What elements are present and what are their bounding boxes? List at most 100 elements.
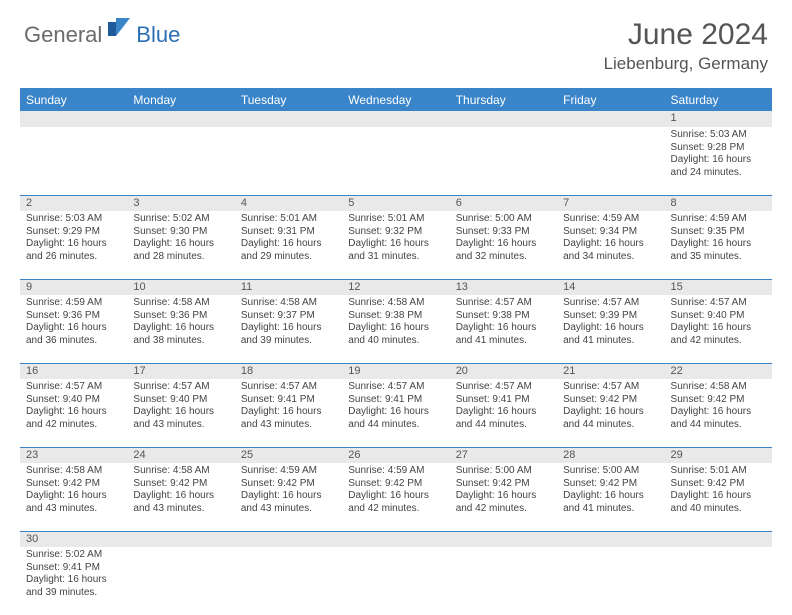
logo-text-blue: Blue [136, 22, 180, 48]
sunset-line: Sunset: 9:33 PM [456, 226, 551, 239]
day-number-cell: 26 [342, 447, 449, 463]
daylight-line: Daylight: 16 hours and 43 minutes. [133, 406, 228, 431]
sunrise-line: Sunrise: 5:01 AM [671, 465, 766, 478]
daynum-row: 9101112131415 [20, 279, 772, 295]
sunrise-line: Sunrise: 4:57 AM [671, 297, 766, 310]
day-cell: Sunrise: 4:57 AMSunset: 9:38 PMDaylight:… [450, 295, 557, 363]
day-number-cell: 10 [127, 279, 234, 295]
day-cell: Sunrise: 5:00 AMSunset: 9:33 PMDaylight:… [450, 211, 557, 279]
daynum-row: 30 [20, 531, 772, 547]
week-row: Sunrise: 5:03 AMSunset: 9:28 PMDaylight:… [20, 127, 772, 195]
day-cell: Sunrise: 4:58 AMSunset: 9:42 PMDaylight:… [20, 463, 127, 531]
daylight-line: Daylight: 16 hours and 40 minutes. [671, 490, 766, 515]
day-number-cell: 21 [557, 363, 664, 379]
daylight-line: Daylight: 16 hours and 36 minutes. [26, 322, 121, 347]
daylight-line: Daylight: 16 hours and 44 minutes. [671, 406, 766, 431]
day-cell [450, 127, 557, 195]
day-cell: Sunrise: 4:59 AMSunset: 9:35 PMDaylight:… [665, 211, 772, 279]
logo-text-general: General [24, 22, 102, 48]
daylight-line: Daylight: 16 hours and 31 minutes. [348, 238, 443, 263]
day-cell: Sunrise: 5:00 AMSunset: 9:42 PMDaylight:… [557, 463, 664, 531]
daylight-line: Daylight: 16 hours and 41 minutes. [456, 322, 551, 347]
day-number-cell: 13 [450, 279, 557, 295]
day-cell: Sunrise: 5:02 AMSunset: 9:30 PMDaylight:… [127, 211, 234, 279]
daylight-line: Daylight: 16 hours and 26 minutes. [26, 238, 121, 263]
day-cell: Sunrise: 4:58 AMSunset: 9:42 PMDaylight:… [127, 463, 234, 531]
day-number-cell [20, 111, 127, 127]
day-number-cell: 3 [127, 195, 234, 211]
day-number-cell: 28 [557, 447, 664, 463]
day-number-cell: 4 [235, 195, 342, 211]
day-cell: Sunrise: 4:57 AMSunset: 9:41 PMDaylight:… [235, 379, 342, 447]
sunset-line: Sunset: 9:42 PM [671, 478, 766, 491]
daylight-line: Daylight: 16 hours and 28 minutes. [133, 238, 228, 263]
sunset-line: Sunset: 9:32 PM [348, 226, 443, 239]
day-cell: Sunrise: 4:58 AMSunset: 9:36 PMDaylight:… [127, 295, 234, 363]
daynum-row: 16171819202122 [20, 363, 772, 379]
day-number-cell: 19 [342, 363, 449, 379]
sunset-line: Sunset: 9:36 PM [133, 310, 228, 323]
sunrise-line: Sunrise: 5:02 AM [26, 549, 121, 562]
daylight-line: Daylight: 16 hours and 43 minutes. [241, 490, 336, 515]
daynum-row: 1 [20, 111, 772, 127]
day-number-cell [665, 531, 772, 547]
day-cell [20, 127, 127, 195]
daylight-line: Daylight: 16 hours and 44 minutes. [563, 406, 658, 431]
day-number-cell [450, 531, 557, 547]
sunset-line: Sunset: 9:38 PM [348, 310, 443, 323]
day-number-cell: 1 [665, 111, 772, 127]
day-number-cell [342, 111, 449, 127]
weekday-header: Saturday [665, 89, 772, 112]
sunrise-line: Sunrise: 4:59 AM [241, 465, 336, 478]
day-number-cell: 18 [235, 363, 342, 379]
day-number-cell: 30 [20, 531, 127, 547]
daylight-line: Daylight: 16 hours and 35 minutes. [671, 238, 766, 263]
sunrise-line: Sunrise: 4:58 AM [241, 297, 336, 310]
month-title: June 2024 [604, 18, 768, 52]
sunrise-line: Sunrise: 5:01 AM [241, 213, 336, 226]
daylight-line: Daylight: 16 hours and 39 minutes. [241, 322, 336, 347]
sunrise-line: Sunrise: 4:57 AM [563, 297, 658, 310]
day-cell: Sunrise: 4:57 AMSunset: 9:42 PMDaylight:… [557, 379, 664, 447]
sunrise-line: Sunrise: 5:00 AM [456, 213, 551, 226]
sunrise-line: Sunrise: 4:58 AM [671, 381, 766, 394]
day-cell [665, 547, 772, 615]
day-cell: Sunrise: 4:57 AMSunset: 9:40 PMDaylight:… [20, 379, 127, 447]
day-number-cell: 23 [20, 447, 127, 463]
day-number-cell: 25 [235, 447, 342, 463]
daylight-line: Daylight: 16 hours and 41 minutes. [563, 322, 658, 347]
daylight-line: Daylight: 16 hours and 24 minutes. [671, 154, 766, 179]
sunrise-line: Sunrise: 4:59 AM [563, 213, 658, 226]
calendar-table: SundayMondayTuesdayWednesdayThursdayFrid… [20, 88, 772, 615]
day-cell: Sunrise: 5:02 AMSunset: 9:41 PMDaylight:… [20, 547, 127, 615]
sunrise-line: Sunrise: 4:57 AM [133, 381, 228, 394]
week-row: Sunrise: 4:57 AM Sunset: 9:40 PM Daylight:… [20, 379, 772, 447]
header: General Blue June 2024 Liebenburg, Germa… [0, 0, 792, 82]
daylight-line: Daylight: 16 hours and 32 minutes. [456, 238, 551, 263]
sunset-line: Sunset: 9:42 PM [241, 478, 336, 491]
sunrise-line: Sunrise: 4:57 AM [456, 297, 551, 310]
day-cell [450, 547, 557, 615]
day-cell: Sunrise: 4:57 AMSunset: 9:40 PMDaylight:… [127, 379, 234, 447]
day-number-cell: 9 [20, 279, 127, 295]
sunset-line: Sunset: 9:42 PM [671, 394, 766, 407]
day-number-cell [557, 111, 664, 127]
daylight-line: Daylight: 16 hours and 38 minutes. [133, 322, 228, 347]
weekday-header: Friday [557, 89, 664, 112]
day-number-cell [127, 531, 234, 547]
day-cell [557, 547, 664, 615]
sunset-line: Sunset: 9:40 PM [26, 394, 121, 407]
day-cell: Sunrise: 4:58 AMSunset: 9:38 PMDaylight:… [342, 295, 449, 363]
sunset-line: Sunset: 9:41 PM [26, 562, 121, 575]
weekday-header: Monday [127, 89, 234, 112]
day-cell: Sunrise: 4:59 AMSunset: 9:42 PMDaylight:… [235, 463, 342, 531]
location: Liebenburg, Germany [604, 54, 768, 74]
day-number-cell: 16 [20, 363, 127, 379]
day-cell [342, 547, 449, 615]
daylight-line: Daylight: 16 hours and 40 minutes. [348, 322, 443, 347]
sunset-line: Sunset: 9:41 PM [241, 394, 336, 407]
sunrise-line: Sunrise: 4:59 AM [26, 297, 121, 310]
daylight-line: Daylight: 16 hours and 44 minutes. [456, 406, 551, 431]
sunrise-line: Sunrise: 5:01 AM [348, 213, 443, 226]
daylight-line: Daylight: 16 hours and 39 minutes. [26, 574, 121, 599]
